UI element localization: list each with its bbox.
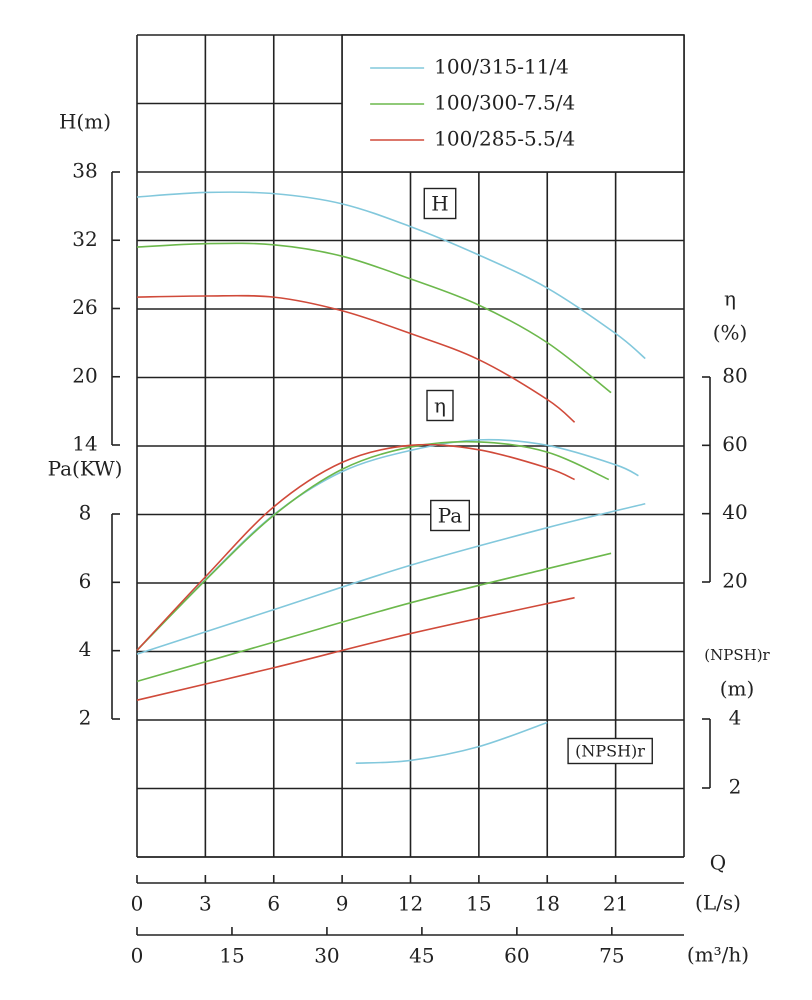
curve	[136, 552, 612, 683]
x2-tick-label: 15	[219, 944, 244, 968]
y-axis-label: η	[724, 287, 736, 311]
curve	[136, 502, 646, 655]
curve	[136, 443, 575, 651]
y-tick-label: 4	[79, 637, 92, 661]
x2-tick-label: 0	[131, 944, 144, 968]
x-tick-label: 9	[336, 892, 349, 916]
x2-axis-unit: (m³/h)	[687, 943, 749, 967]
x2-tick-label: 60	[504, 944, 529, 968]
curve-label: Pa	[438, 504, 463, 528]
curve-label: η	[434, 394, 446, 418]
y-tick-label: 20	[72, 363, 97, 387]
y-axis-label: (NPSH)r	[704, 646, 770, 664]
x-tick-label: 18	[535, 892, 560, 916]
y-tick-label: 20	[722, 569, 747, 593]
curve	[136, 596, 575, 701]
y-tick-label: 2	[79, 706, 92, 730]
curve	[355, 721, 548, 764]
curve-label: (NPSH)r	[575, 742, 645, 761]
curve	[136, 438, 639, 651]
x-tick-label: 21	[603, 892, 628, 916]
curve-label-box	[430, 499, 471, 532]
x2-tick-label: 75	[599, 944, 624, 968]
y-tick-label: 32	[72, 227, 97, 251]
y-tick-label: 6	[79, 569, 92, 593]
x-axis-unit: (L/s)	[695, 891, 741, 915]
curve-label: H	[431, 192, 448, 216]
y-tick-label: 2	[729, 775, 742, 799]
y-tick-label: 26	[72, 295, 97, 319]
curve	[136, 242, 612, 394]
curve-label-box	[423, 187, 457, 220]
y-tick-label: 80	[722, 364, 747, 388]
x-tick-label: 6	[267, 892, 280, 916]
curve-label-box	[426, 389, 454, 422]
y-axis-label: (m)	[720, 677, 755, 701]
curve	[136, 440, 610, 651]
curve	[136, 294, 576, 423]
curve-label-box	[567, 737, 653, 765]
x-tick-label: 3	[199, 892, 212, 916]
y-axis-label: (%)	[713, 321, 748, 345]
x-tick-label: 12	[398, 892, 423, 916]
curve	[136, 191, 646, 360]
x2-tick-label: 45	[409, 944, 434, 968]
y-tick-label: 8	[79, 501, 92, 525]
y-tick-label: 40	[722, 500, 747, 524]
y-axis-label: H(m)	[59, 110, 111, 134]
y-axis-label: Pa(KW)	[48, 457, 123, 481]
y-tick-label: 38	[72, 159, 97, 183]
legend-label: 100/285-5.5/4	[434, 127, 575, 151]
legend-label: 100/300-7.5/4	[434, 91, 575, 115]
x-axis-label: Q	[710, 851, 726, 875]
y-tick-label: 4	[729, 706, 742, 730]
y-tick-label: 14	[72, 432, 97, 456]
x-tick-label: 15	[466, 892, 491, 916]
x2-tick-label: 30	[314, 944, 339, 968]
legend-label: 100/315-11/4	[434, 55, 569, 79]
x-tick-label: 0	[131, 892, 144, 916]
y-tick-label: 60	[722, 432, 747, 456]
